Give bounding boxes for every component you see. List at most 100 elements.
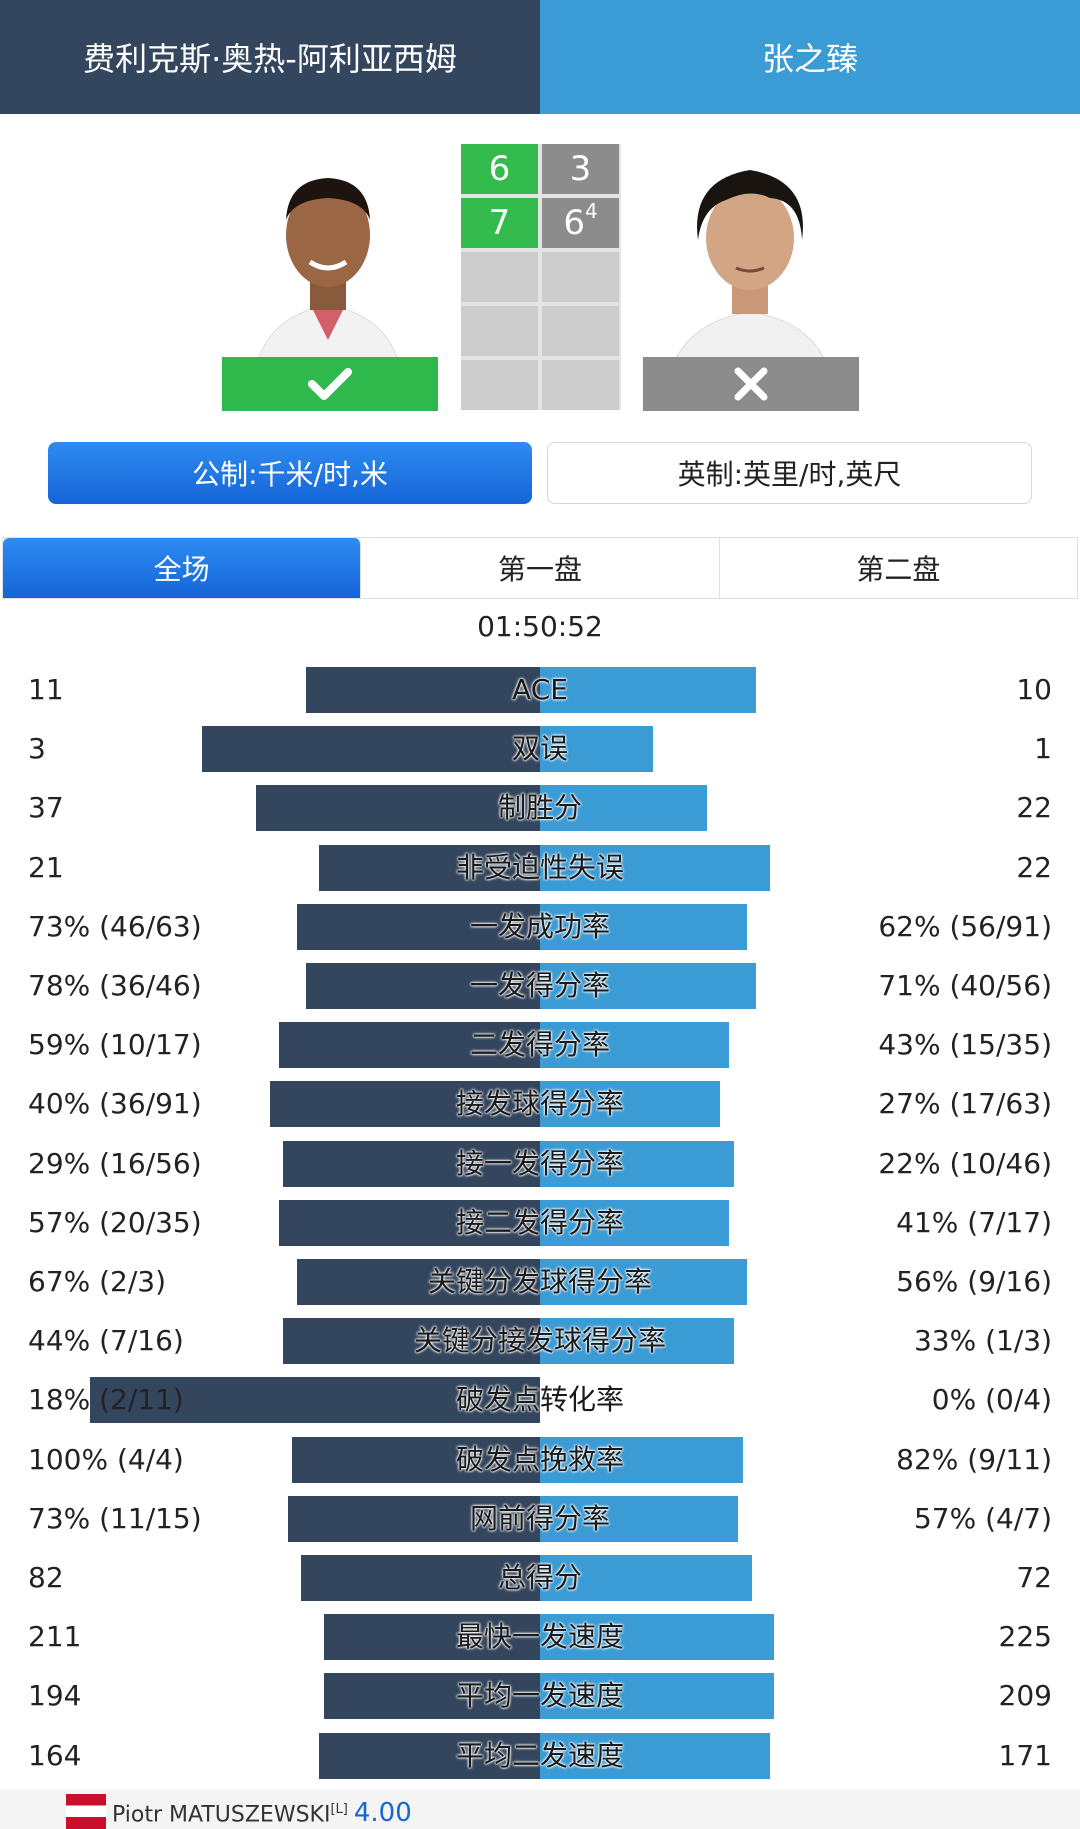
stat-row: 194 209 平均一发速度	[0, 1673, 1080, 1719]
stat-label: 双误	[511, 732, 568, 765]
unit-metric-button[interactable]: 公制:千米/时,米	[48, 442, 532, 504]
loser-badge	[643, 357, 859, 411]
stat-right-value: 22% (10/46)	[878, 1147, 1052, 1180]
stat-bar-right	[540, 1141, 734, 1187]
stat-row: 29% (16/56) 22% (10/46) 接一发得分率	[0, 1141, 1080, 1187]
tab-set-2[interactable]: 第二盘	[856, 553, 941, 586]
stat-right-value: 72	[1016, 1561, 1052, 1594]
stat-row: 100% (4/4) 82% (9/11) 破发点挽救率	[0, 1437, 1080, 1483]
stat-right-value: 82% (9/11)	[896, 1443, 1052, 1476]
player-photo-icon	[640, 140, 860, 360]
stat-bar-right	[540, 963, 756, 1009]
set5-right-score	[542, 360, 619, 410]
doubles-player-name[interactable]: Piotr MATUSZEWSKI[L] 4.00	[112, 1798, 412, 1829]
tab-set-1[interactable]: 第一盘	[361, 538, 720, 598]
stat-right-value: 171	[998, 1739, 1052, 1772]
stat-row: 57% (20/35) 41% (7/17) 接二发得分率	[0, 1200, 1080, 1246]
stat-bar-left	[292, 1437, 540, 1483]
set3-left-score	[461, 252, 538, 302]
stat-label: 非受迫性失误	[455, 851, 624, 884]
stat-row: 21 22 非受迫性失误	[0, 845, 1080, 891]
stat-left-value: 44% (7/16)	[28, 1324, 184, 1357]
stat-bar-right	[540, 904, 747, 950]
stat-bar-right	[540, 1673, 774, 1719]
stat-bar-right	[540, 1259, 747, 1305]
stat-left-value: 73% (46/63)	[28, 910, 202, 943]
stat-bar-left	[283, 1318, 540, 1364]
stat-row: 78% (36/46) 71% (40/56) 一发得分率	[0, 963, 1080, 1009]
stat-label: 一发成功率	[469, 910, 610, 943]
set1-left-score: 6	[461, 144, 538, 194]
stat-right-value: 27% (17/63)	[878, 1087, 1052, 1120]
stat-bar-right	[540, 726, 653, 772]
player-left-name: 费利克斯·奥热-阿利亚西姆	[0, 0, 540, 114]
stat-row: 18% (2/11) 0% (0/4) 破发点转化率	[0, 1377, 1080, 1423]
stat-right-value: 10	[1016, 673, 1052, 706]
stat-bar-left	[270, 1081, 540, 1127]
stat-label: 接二发得分率	[455, 1206, 624, 1239]
stat-left-value: 100% (4/4)	[28, 1443, 184, 1476]
stat-bar-left	[319, 845, 540, 891]
stat-right-value: 225	[998, 1620, 1052, 1653]
player-right-photo	[640, 140, 860, 360]
stat-bar-right	[540, 1437, 743, 1483]
stat-left-value: 67% (2/3)	[28, 1265, 167, 1298]
checkmark-icon	[308, 368, 352, 400]
stat-bar-left	[306, 963, 540, 1009]
player-right-name: 张之臻	[540, 0, 1080, 114]
stat-bar-right	[540, 1555, 752, 1601]
stat-bar-left	[306, 667, 540, 713]
set4-left-score	[461, 306, 538, 356]
stat-left-value: 29% (16/56)	[28, 1147, 202, 1180]
stat-left-value: 57% (20/35)	[28, 1206, 202, 1239]
match-duration: 01:50:52	[477, 610, 603, 643]
set1-right-score: 3	[542, 144, 619, 194]
stat-label: 破发点转化率	[455, 1383, 624, 1416]
stat-right-value: 22	[1016, 791, 1052, 824]
stat-bar-left	[297, 1259, 540, 1305]
stat-row: 44% (7/16) 33% (1/3) 关键分接发球得分率	[0, 1318, 1080, 1364]
stat-left-value: 194	[28, 1679, 82, 1712]
stat-bar-right	[540, 1733, 770, 1779]
stat-right-value: 71% (40/56)	[878, 969, 1052, 1002]
stat-row: 73% (46/63) 62% (56/91) 一发成功率	[0, 904, 1080, 950]
stat-label: ACE	[512, 673, 568, 706]
stat-left-value: 59% (10/17)	[28, 1028, 202, 1061]
cross-icon	[734, 367, 768, 401]
stat-bar-right	[540, 785, 707, 831]
stat-row: 3 1 双误	[0, 726, 1080, 772]
stat-label: 破发点挽救率	[455, 1443, 624, 1476]
tab-full-match[interactable]: 全场	[3, 538, 362, 598]
stat-label: 最快一发速度	[455, 1620, 624, 1653]
stat-label: 接一发得分率	[455, 1147, 624, 1180]
stat-bar-left	[324, 1614, 540, 1660]
stat-left-value: 211	[28, 1620, 82, 1653]
stat-left-value: 18% (2/11)	[28, 1383, 184, 1416]
stat-bar-left	[90, 1377, 540, 1423]
stat-row: 11 10 ACE	[0, 667, 1080, 713]
stat-label: 一发得分率	[469, 969, 610, 1002]
stat-bar-right	[540, 1081, 720, 1127]
stat-bar-left	[279, 1022, 540, 1068]
stat-bar-left	[202, 726, 540, 772]
stat-label: 关键分接发球得分率	[413, 1324, 666, 1357]
stat-right-value: 33% (1/3)	[913, 1324, 1052, 1357]
set2-right-tiebreak: 4	[584, 199, 598, 223]
stat-right-value: 1	[1034, 732, 1052, 765]
stat-label: 总得分	[497, 1561, 582, 1594]
stat-left-value: 164	[28, 1739, 82, 1772]
stat-bar-right	[540, 1200, 729, 1246]
stat-row: 211 225 最快一发速度	[0, 1614, 1080, 1660]
stat-right-value: 0% (0/4)	[931, 1383, 1052, 1416]
unit-imperial-button[interactable]: 英制:英里/时,英尺	[547, 442, 1032, 504]
set3-right-score	[542, 252, 619, 302]
stat-label: 二发得分率	[469, 1028, 610, 1061]
stat-bar-left	[319, 1733, 540, 1779]
set-tabs: 全场 第一盘 第二盘	[2, 537, 1078, 599]
stat-right-value: 43% (15/35)	[878, 1028, 1052, 1061]
stat-label: 平均一发速度	[455, 1679, 624, 1712]
stat-label: 接发球得分率	[455, 1087, 624, 1120]
stat-bar-left	[256, 785, 540, 831]
